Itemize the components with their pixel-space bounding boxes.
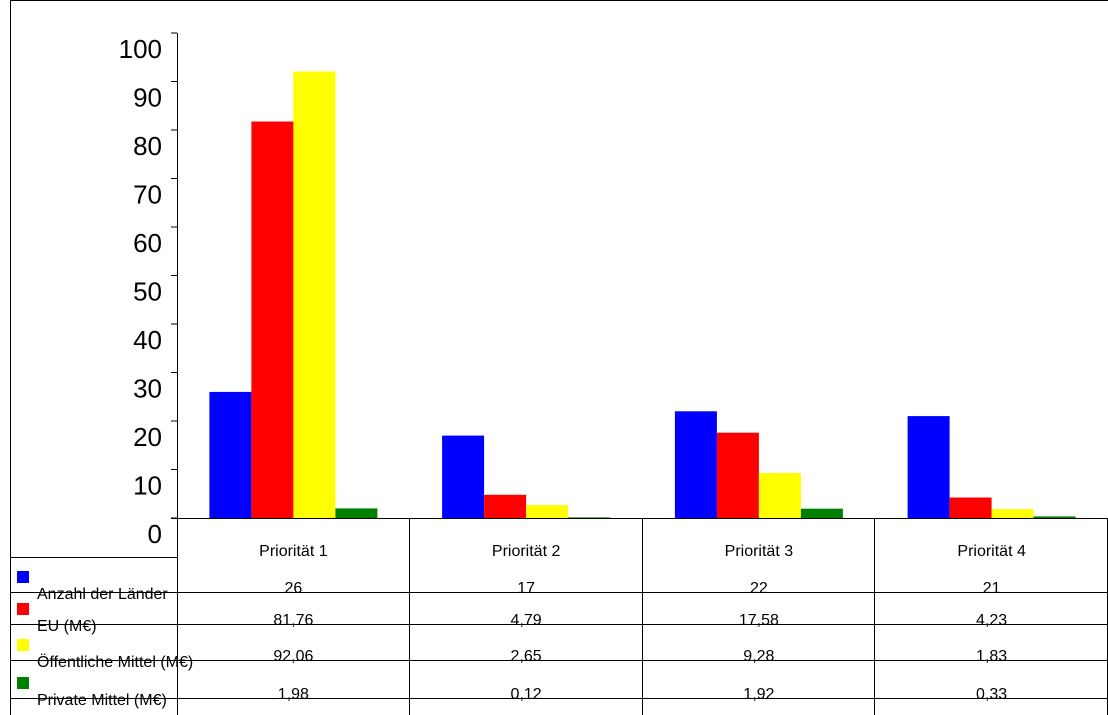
bar bbox=[484, 494, 527, 518]
table-cell: 26 bbox=[284, 580, 302, 597]
y-tick-label: 100 bbox=[119, 34, 162, 64]
table-cell: 22 bbox=[750, 580, 768, 597]
bar bbox=[949, 497, 992, 518]
bar bbox=[335, 508, 378, 518]
category-label: Priorität 1 bbox=[259, 543, 328, 560]
y-tick-label: 70 bbox=[133, 180, 162, 210]
legend-label: Private Mittel (M€) bbox=[37, 692, 167, 709]
y-tick-label: 20 bbox=[133, 422, 162, 452]
y-tick-label: 50 bbox=[133, 277, 162, 307]
table-cell: 9,28 bbox=[743, 648, 774, 665]
table-cell: 81,76 bbox=[273, 612, 313, 629]
table-cell: 2,65 bbox=[511, 648, 542, 665]
table-cell: 17,58 bbox=[739, 612, 779, 629]
table-cell: 4,79 bbox=[511, 612, 542, 629]
category-label: Priorität 4 bbox=[957, 543, 1026, 560]
y-tick-label: 30 bbox=[133, 374, 162, 404]
legend-label: Öffentliche Mittel (M€) bbox=[37, 653, 193, 671]
legend-swatch bbox=[17, 571, 29, 583]
bar bbox=[442, 435, 485, 518]
bar bbox=[293, 71, 336, 518]
bar bbox=[907, 416, 950, 518]
bar bbox=[716, 432, 759, 518]
legend-swatch bbox=[17, 603, 29, 615]
bar bbox=[1033, 516, 1076, 518]
y-tick-label: 10 bbox=[133, 471, 162, 501]
bar bbox=[800, 508, 843, 518]
table-cell: 17 bbox=[517, 580, 535, 597]
legend-swatch bbox=[17, 639, 29, 651]
legend-label: Anzahl der Länder bbox=[37, 586, 168, 603]
table-cell: 4,23 bbox=[976, 612, 1007, 629]
category-label: Priorität 3 bbox=[725, 543, 794, 560]
bar bbox=[568, 517, 611, 518]
table-cell: 1,92 bbox=[743, 686, 774, 703]
data-table: Priorität 1 Priorität 2 Priorität 3 Priorit… bbox=[10, 518, 1108, 715]
bar bbox=[251, 121, 294, 518]
category-label: Priorität 2 bbox=[492, 543, 561, 560]
table-cell: 1,98 bbox=[278, 686, 309, 703]
table-cell: 0,12 bbox=[511, 686, 542, 703]
bar bbox=[758, 473, 801, 518]
y-tick-label: 0 bbox=[148, 519, 162, 549]
bar bbox=[991, 509, 1034, 518]
bar bbox=[526, 505, 569, 518]
y-tick-label: 80 bbox=[133, 131, 162, 161]
y-tick-label: 40 bbox=[133, 325, 162, 355]
y-tick-label: 90 bbox=[133, 83, 162, 113]
y-tick-label: 60 bbox=[133, 228, 162, 258]
table-cell: 92,06 bbox=[273, 648, 313, 665]
bars bbox=[171, 71, 1108, 519]
y-axis: 0 10 20 30 40 50 60 70 80 90 100 bbox=[119, 32, 178, 715]
chart-frame bbox=[10, 0, 1108, 557]
table-cell: 1,83 bbox=[976, 648, 1007, 665]
bar bbox=[674, 411, 717, 518]
table-cell: 0,33 bbox=[976, 686, 1007, 703]
bar bbox=[209, 391, 252, 518]
legend-swatch bbox=[17, 677, 29, 689]
legend-label: EU (M€) bbox=[37, 618, 97, 635]
table-cell: 21 bbox=[983, 580, 1001, 597]
